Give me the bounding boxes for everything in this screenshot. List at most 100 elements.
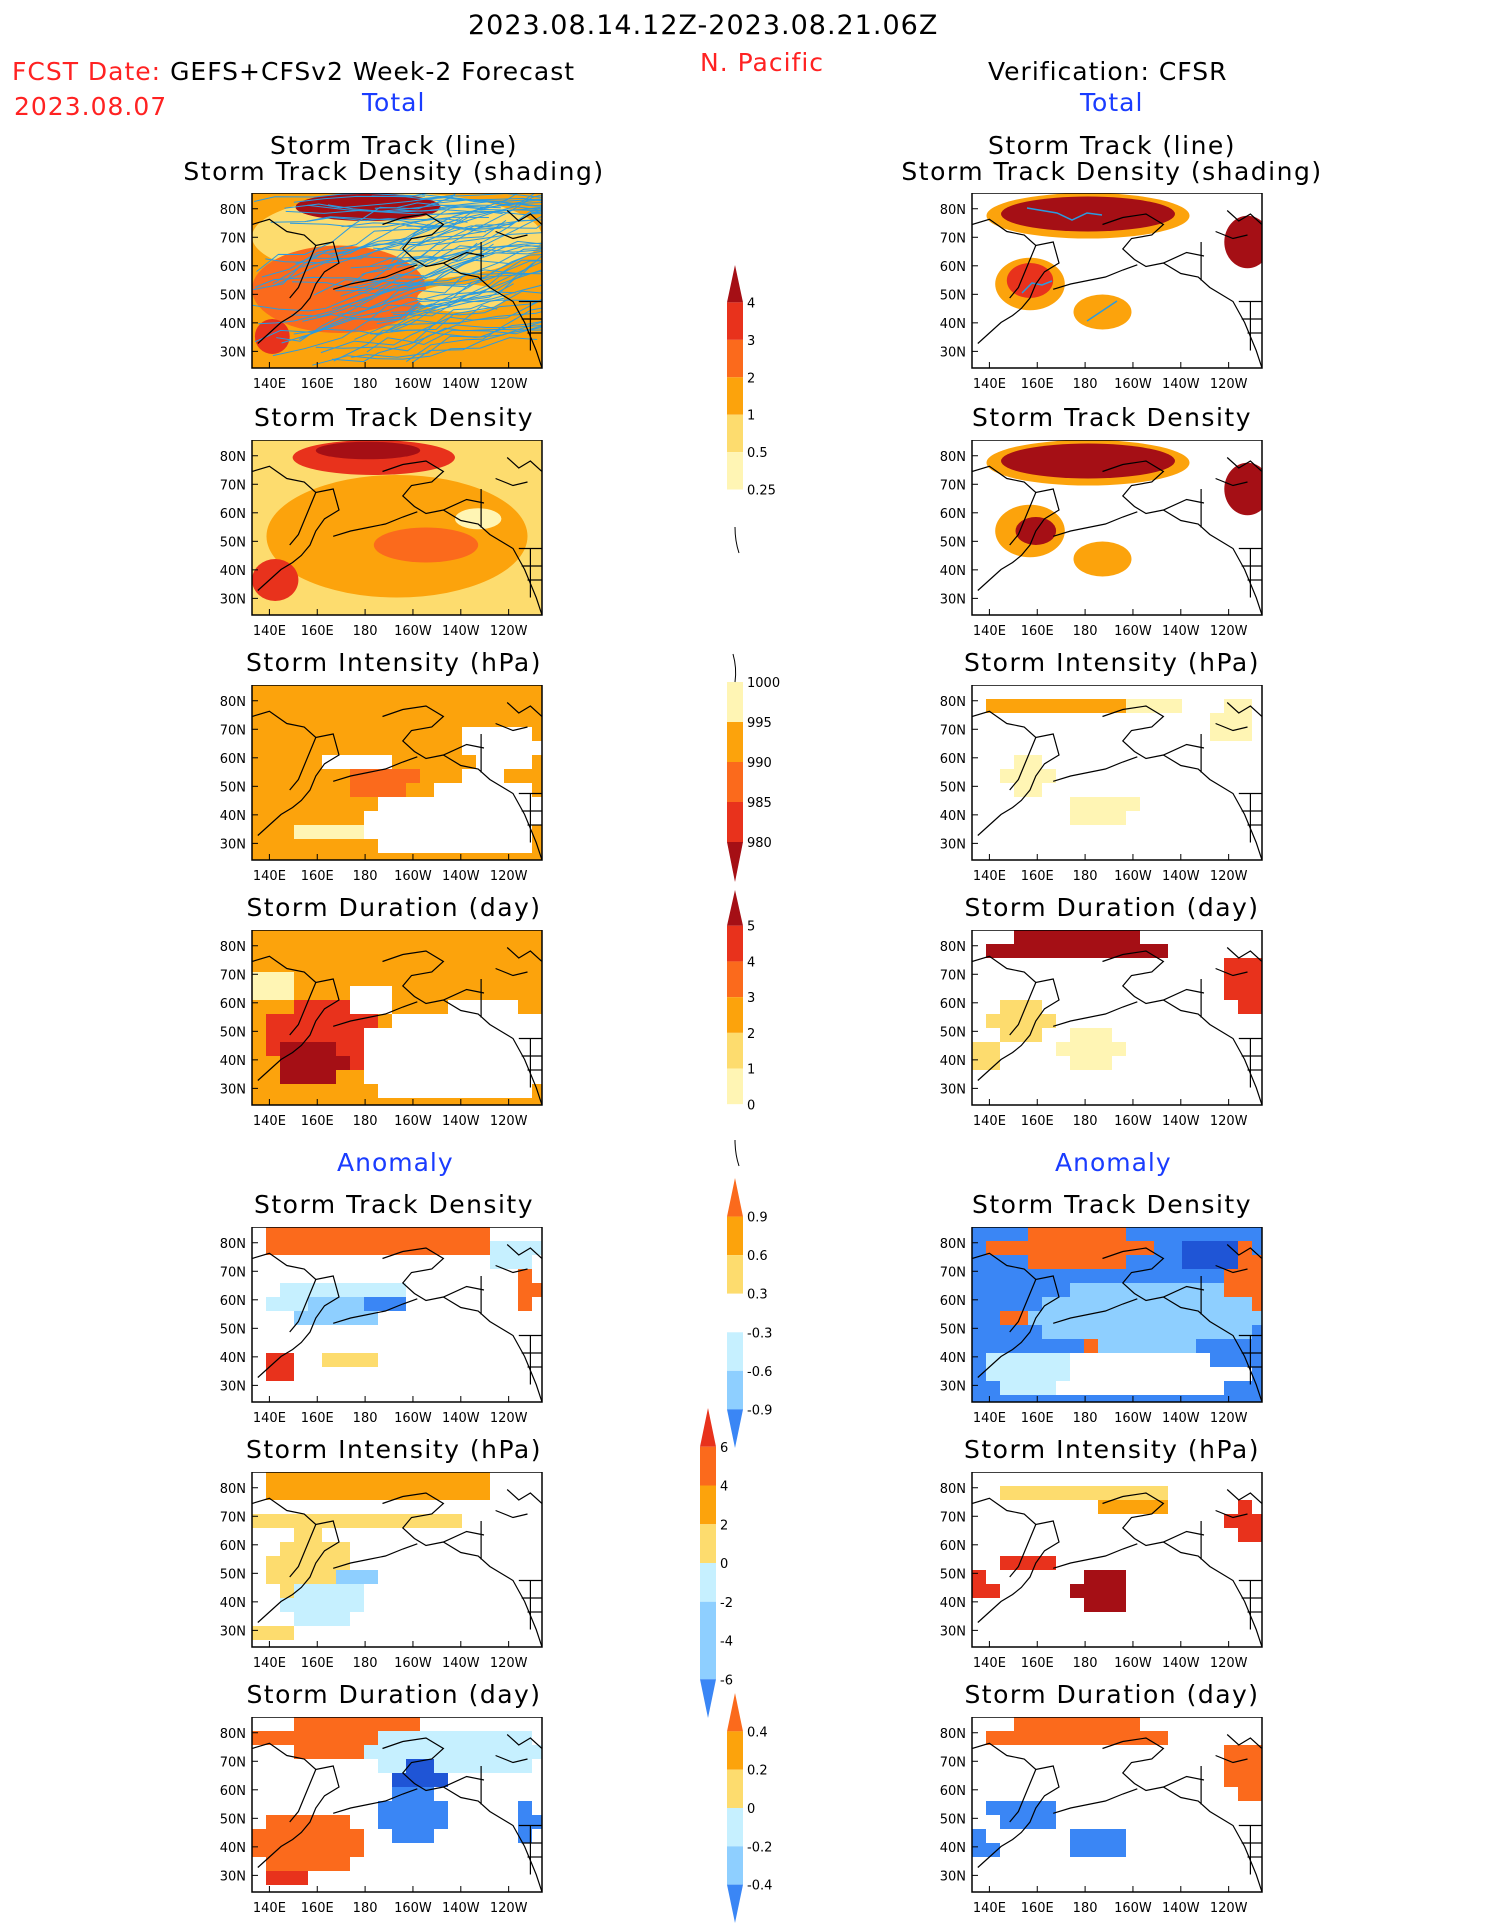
- lat-tick-label: 60N: [940, 997, 966, 1012]
- lon-tick-label: 160E: [301, 1901, 334, 1916]
- lat-tick-label: 70N: [940, 723, 966, 738]
- lat-tick-label: 70N: [220, 1755, 246, 1770]
- lon-tick-label: 160W: [1114, 1901, 1152, 1916]
- colorbar-tick-label: 985: [747, 796, 772, 811]
- lon-tick-label: 160E: [301, 1656, 334, 1671]
- lat-tick-label: 30N: [220, 592, 246, 607]
- lat-tick-label: 60N: [940, 507, 966, 522]
- lat-tick-label: 70N: [220, 1510, 246, 1525]
- lon-tick-label: 160W: [1114, 1656, 1152, 1671]
- map-panel-verification-6: 80N 70N 60N 50N 40N 30N 140E 160E 180 160W 140W 120…: [940, 1472, 1263, 1671]
- shaded-region: [252, 1626, 294, 1640]
- title-right-duration: Storm Duration (day): [964, 893, 1260, 922]
- anomaly-right-label: Anomaly: [1055, 1148, 1172, 1177]
- lon-tick-label: 120W: [1210, 624, 1248, 639]
- shaded-region: [392, 1759, 448, 1787]
- shaded-region: [378, 1787, 448, 1843]
- lat-tick-label: 40N: [940, 1596, 966, 1611]
- lat-tick-label: 80N: [940, 940, 966, 955]
- lon-tick-label: 120W: [490, 1411, 528, 1426]
- colorbar-tick-label: 980: [747, 836, 772, 851]
- colorbar-tick-label: -0.6: [747, 1365, 772, 1380]
- colorbar-tick-label: 0.9: [747, 1211, 768, 1226]
- map-panel-verification-2: 80N 70N 60N 50N 40N 30N 140E 160E 180 160W 140W 120…: [940, 440, 1263, 639]
- coastlines: [252, 1489, 542, 1647]
- shaded-region: [1224, 1500, 1262, 1542]
- colorbar-tick-label: 0.6: [747, 1249, 768, 1264]
- lat-tick-label: 40N: [940, 564, 966, 579]
- total-left-label: Total: [362, 88, 426, 117]
- fcst-model: GEFS+CFSv2 Week-2 Forecast: [170, 57, 576, 86]
- shaded-region: [254, 319, 290, 354]
- lon-tick-label: 140W: [442, 1411, 480, 1426]
- lon-tick-label: 160W: [394, 624, 432, 639]
- lon-tick-label: 140E: [973, 869, 1006, 884]
- shaded-region: [336, 1570, 378, 1584]
- lat-tick-label: 40N: [940, 809, 966, 824]
- shaded-region: [280, 1042, 350, 1084]
- colorbar-tick-label: -6: [720, 1673, 733, 1688]
- title-left-intensity: Storm Intensity (hPa): [246, 648, 542, 677]
- title-left-anom-duration: Storm Duration (day): [246, 1680, 542, 1709]
- map-panel-verification-4: 80N 70N 60N 50N 40N 30N 140E 160E 180 160W 140W 120…: [940, 930, 1263, 1129]
- lat-tick-label: 80N: [220, 203, 246, 218]
- colorbar-tick-label: 0: [747, 1802, 755, 1817]
- lon-tick-label: 140W: [1162, 1114, 1200, 1129]
- shaded-region: [280, 1584, 364, 1626]
- title-left-duration: Storm Duration (day): [246, 893, 542, 922]
- lon-tick-label: 160E: [1021, 1656, 1054, 1671]
- lat-tick-label: 80N: [220, 1727, 246, 1742]
- colorbar-tick-label: 4: [720, 1480, 728, 1495]
- shaded-region: [364, 1731, 542, 1773]
- shaded-region: [1070, 797, 1140, 825]
- lat-tick-label: 80N: [940, 1727, 966, 1742]
- lat-tick-label: 40N: [940, 1841, 966, 1856]
- colorbar-tick-label: 3: [747, 334, 755, 349]
- lon-tick-label: 180: [353, 377, 378, 392]
- panel-frame: [251, 193, 543, 369]
- colorbar-tick-label: 995: [747, 716, 772, 731]
- lon-tick-label: 160W: [394, 1656, 432, 1671]
- map-panel-forecast-2: 80N 70N 60N 50N 40N 30N 140E 160E 180 160W 140W 120…: [220, 440, 543, 639]
- lon-tick-label: 140W: [442, 1901, 480, 1916]
- lat-tick-label: 60N: [220, 1539, 246, 1554]
- lon-tick-label: 160E: [1021, 624, 1054, 639]
- lat-tick-label: 50N: [940, 780, 966, 795]
- lat-tick-label: 40N: [940, 317, 966, 332]
- lat-tick-label: 50N: [220, 1025, 246, 1040]
- lat-tick-label: 60N: [220, 752, 246, 767]
- lon-tick-label: 180: [1073, 377, 1098, 392]
- shaded-region: [295, 193, 441, 221]
- colorbar-anom-density: 0.9 0.6 0.3 -0.3 -0.6 -0.9: [727, 1178, 772, 1448]
- lat-tick-label: 30N: [940, 1869, 966, 1884]
- lat-tick-label: 40N: [220, 809, 246, 824]
- shaded-region: [1001, 196, 1175, 232]
- map-panel-verification-7: 80N 70N 60N 50N 40N 30N 140E 160E 180 160W 140W 120…: [940, 1717, 1263, 1916]
- shaded-region: [986, 1353, 1070, 1395]
- lat-tick-label: 40N: [220, 1054, 246, 1069]
- lat-tick-label: 70N: [940, 231, 966, 246]
- lat-tick-label: 40N: [940, 1054, 966, 1069]
- coastlines: [972, 1734, 1262, 1892]
- lon-tick-label: 140E: [973, 1114, 1006, 1129]
- shaded-region: [322, 1353, 378, 1367]
- lat-tick-label: 40N: [220, 1351, 246, 1366]
- shaded-region: [1224, 215, 1262, 269]
- lon-tick-label: 160E: [301, 377, 334, 392]
- shaded-region: [294, 825, 378, 839]
- lon-tick-label: 160W: [394, 869, 432, 884]
- title-left-anom-intensity: Storm Intensity (hPa): [246, 1435, 542, 1464]
- coastlines: [972, 457, 1262, 615]
- lat-tick-label: 70N: [940, 1510, 966, 1525]
- lat-tick-label: 50N: [940, 1322, 966, 1337]
- panel-frame: [971, 193, 1263, 369]
- lat-tick-label: 30N: [220, 1379, 246, 1394]
- colorbar-tick-label: 2: [747, 371, 755, 386]
- lon-tick-label: 140W: [442, 1114, 480, 1129]
- lat-tick-label: 40N: [220, 1596, 246, 1611]
- map-panel-forecast-6: 80N 70N 60N 50N 40N 30N 140E 160E 180 160W 140W 120…: [220, 1472, 543, 1671]
- coastlines: [252, 210, 542, 368]
- lon-tick-label: 160W: [394, 1901, 432, 1916]
- shaded-region: [1028, 1283, 1262, 1353]
- lon-tick-label: 120W: [490, 869, 528, 884]
